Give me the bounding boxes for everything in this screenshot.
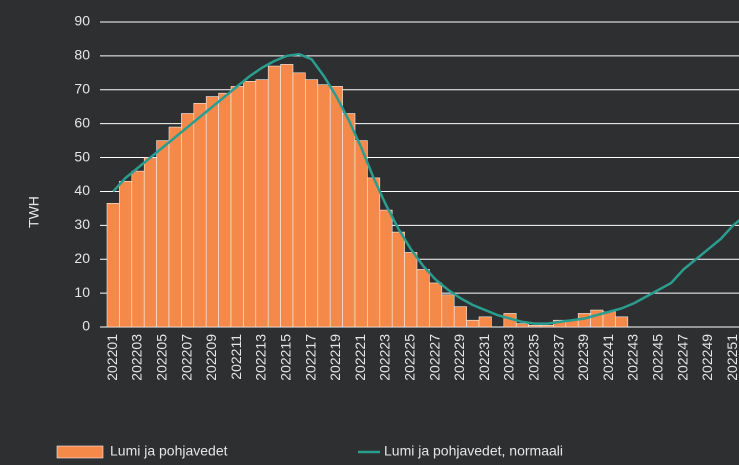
bar bbox=[515, 323, 529, 328]
y-tick-label: 80 bbox=[74, 47, 90, 63]
y-tick-label: 90 bbox=[74, 13, 90, 29]
line bbox=[112, 52, 739, 325]
y-tick-label: 0 bbox=[82, 318, 90, 334]
bar bbox=[292, 72, 306, 328]
bar bbox=[143, 157, 157, 328]
bar bbox=[205, 96, 219, 328]
bar bbox=[441, 294, 455, 328]
x-tick-label: 202229 bbox=[451, 334, 467, 381]
bar bbox=[243, 81, 257, 328]
x-tick-label: 202249 bbox=[699, 334, 715, 381]
y-tick-label: 50 bbox=[74, 148, 90, 164]
bar bbox=[156, 140, 170, 328]
x-tick-label: 202221 bbox=[352, 334, 368, 381]
bar bbox=[305, 79, 319, 328]
bar bbox=[168, 126, 182, 328]
bar bbox=[528, 325, 542, 328]
bar bbox=[230, 86, 244, 328]
bar bbox=[255, 79, 269, 328]
y-tick-label: 30 bbox=[74, 216, 90, 232]
y-tick-label: 20 bbox=[74, 250, 90, 266]
y-tick-label: 10 bbox=[74, 284, 90, 300]
bar bbox=[615, 316, 629, 328]
bar bbox=[379, 209, 393, 328]
y-tick-label: 40 bbox=[74, 182, 90, 198]
x-tick-label: 202215 bbox=[278, 334, 294, 381]
bar bbox=[478, 316, 492, 328]
bar bbox=[119, 180, 133, 328]
x-tick-label: 202211 bbox=[228, 334, 244, 380]
x-tick-label: 202233 bbox=[501, 334, 517, 381]
bar bbox=[317, 84, 331, 328]
x-tick-label: 202217 bbox=[302, 334, 318, 381]
bar bbox=[354, 140, 368, 328]
legend-swatch bbox=[56, 445, 104, 459]
x-tick-label: 202213 bbox=[253, 334, 269, 381]
bar bbox=[267, 65, 281, 328]
bar bbox=[429, 282, 443, 328]
bar bbox=[367, 177, 381, 328]
bar bbox=[540, 325, 554, 328]
x-tick-label: 202245 bbox=[650, 334, 666, 381]
x-tick-label: 202235 bbox=[526, 334, 542, 381]
legend-label: Lumi ja pohjavedet bbox=[110, 443, 228, 459]
x-tick-label: 202205 bbox=[154, 334, 170, 381]
bar bbox=[181, 113, 195, 328]
x-tick-label: 202203 bbox=[129, 334, 145, 381]
bar bbox=[106, 203, 120, 328]
x-tick-label: 202209 bbox=[203, 334, 219, 381]
bar bbox=[416, 269, 430, 328]
bar bbox=[193, 103, 207, 328]
bar bbox=[131, 170, 145, 328]
x-tick-label: 202247 bbox=[674, 334, 690, 381]
x-tick-label: 202207 bbox=[178, 334, 194, 381]
bar bbox=[342, 113, 356, 328]
bar bbox=[590, 309, 604, 328]
y-tick-label: 70 bbox=[74, 80, 90, 96]
x-tick-label: 202241 bbox=[600, 334, 616, 381]
x-tick-label: 202225 bbox=[402, 334, 418, 381]
x-tick-label: 202201 bbox=[104, 334, 120, 381]
x-tick-label: 202227 bbox=[426, 334, 442, 381]
bar bbox=[404, 252, 418, 328]
x-tick-label: 202243 bbox=[625, 334, 641, 381]
x-tick-label: 202251 bbox=[724, 334, 739, 381]
y-axis-label: TWH bbox=[26, 196, 42, 228]
x-tick-label: 202219 bbox=[327, 334, 343, 381]
bar bbox=[329, 86, 343, 328]
x-tick-label: 202237 bbox=[550, 334, 566, 381]
bar bbox=[453, 306, 467, 328]
bar bbox=[218, 92, 232, 328]
x-tick-label: 202239 bbox=[575, 334, 591, 381]
x-tick-label: 202231 bbox=[476, 334, 492, 381]
bar bbox=[391, 231, 405, 328]
legend-label: Lumi ja pohjavedet, normaali bbox=[384, 443, 563, 459]
y-tick-label: 60 bbox=[74, 114, 90, 130]
x-tick-label: 202223 bbox=[377, 334, 393, 381]
bar bbox=[466, 319, 480, 328]
bar bbox=[280, 64, 294, 328]
